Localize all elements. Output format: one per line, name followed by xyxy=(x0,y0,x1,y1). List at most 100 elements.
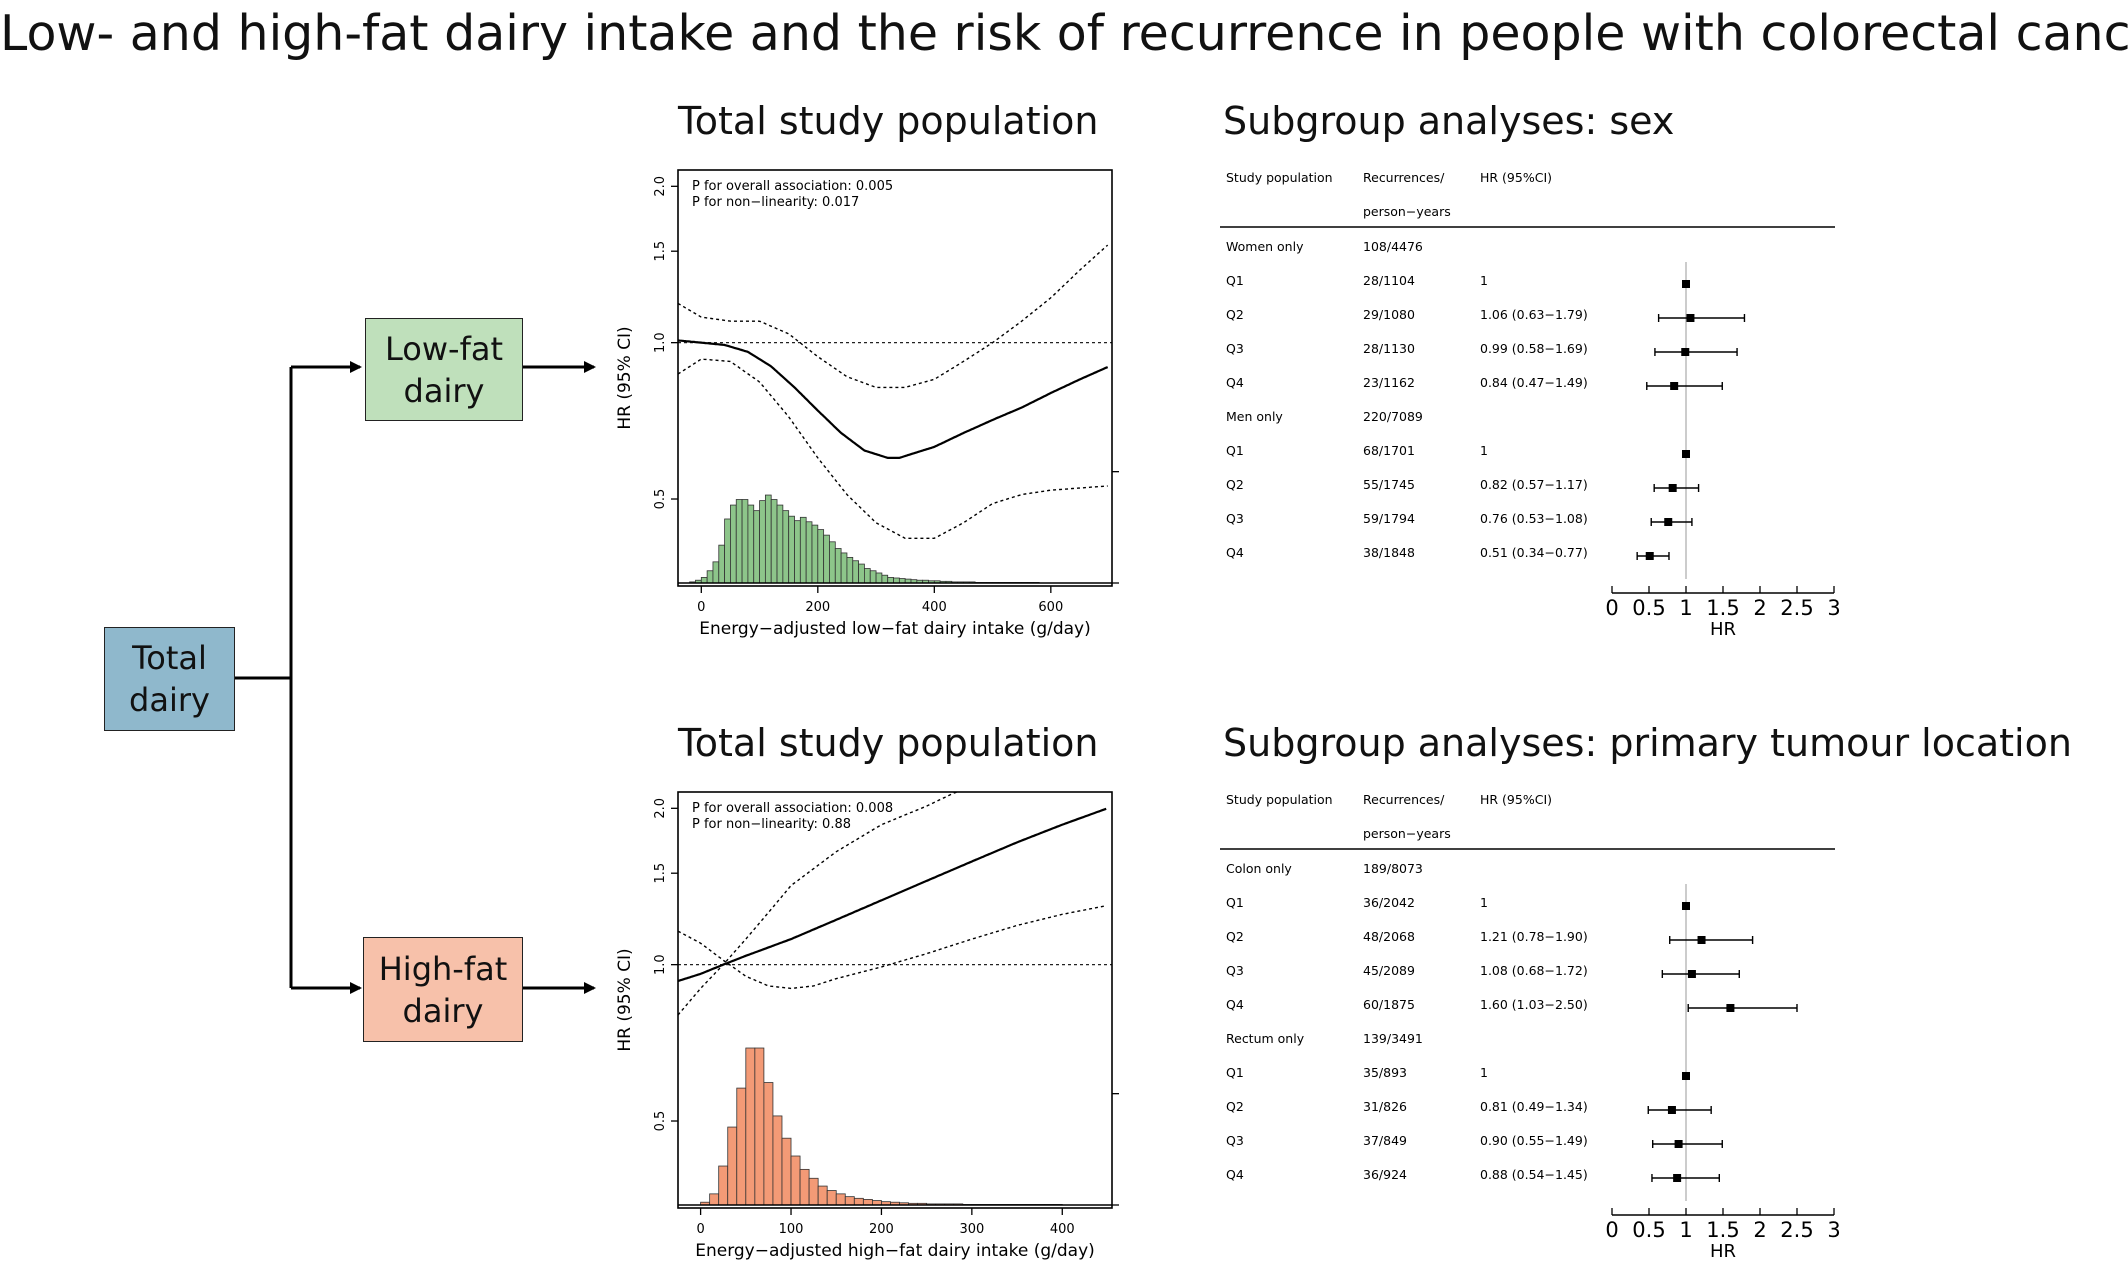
low-fat-histogram-bar xyxy=(759,500,766,584)
sex-row-label: Women only xyxy=(1226,239,1304,254)
low-fat-ytick-label: 1.0 xyxy=(653,332,668,353)
location-xtick-label: 2 xyxy=(1753,1218,1766,1242)
high-fat-histogram-bar xyxy=(808,1177,819,1206)
high-fat-xtick-label: 0 xyxy=(696,1222,704,1237)
low-fat-histogram-bar xyxy=(794,520,801,584)
low-fat-histogram-bar xyxy=(799,516,807,584)
high-fat-histogram-bar xyxy=(799,1168,810,1206)
location-row-label: Rectum only xyxy=(1226,1031,1305,1046)
location-point-estimate xyxy=(1682,1072,1690,1080)
sex-header-hr: HR (95%CI) xyxy=(1480,170,1552,185)
location-row-count: 35/893 xyxy=(1363,1065,1407,1080)
high-fat-histogram-bar xyxy=(709,1193,720,1206)
sex-xtick-label: 3 xyxy=(1827,596,1840,620)
location-point-estimate xyxy=(1697,936,1706,944)
sex-row-label: Q3 xyxy=(1226,341,1244,356)
location-row-label: Q2 xyxy=(1226,929,1244,944)
high-fat-histogram-bar xyxy=(817,1185,828,1206)
low-fat-panel-title: Total study population xyxy=(678,99,1099,143)
sex-header-recurrences: Recurrences/ xyxy=(1363,170,1445,185)
low-fat-lower-ci-line xyxy=(678,358,1108,539)
sex-row-count: 68/1701 xyxy=(1363,443,1415,458)
high-fat-annotation-line: P for overall association: 0.008 xyxy=(692,801,893,816)
location-point-estimate xyxy=(1687,970,1696,978)
low-fat-histogram-bar xyxy=(887,577,894,584)
low-fat-histogram-bar xyxy=(730,504,737,584)
location-row-label: Q4 xyxy=(1226,1167,1244,1182)
low-fat-xtick-label: 400 xyxy=(922,600,947,615)
low-fat-ylabel: HR (95% CI) xyxy=(615,326,635,429)
total-dairy-box: Total dairy xyxy=(104,627,235,731)
sex-row-hr-text: 1.06 (0.63−1.79) xyxy=(1480,307,1588,322)
low-fat-histogram-bar xyxy=(788,515,795,584)
location-row-count: 37/849 xyxy=(1363,1133,1407,1148)
high-fat-histogram-bar xyxy=(862,1199,873,1206)
sex-point-estimate xyxy=(1645,552,1654,560)
location-row-label: Colon only xyxy=(1226,861,1292,876)
total-dairy-label-line1: Total xyxy=(132,639,207,677)
high-fat-upper-ci-line xyxy=(678,792,960,1016)
sex-point-estimate xyxy=(1686,314,1695,322)
location-row-label: Q3 xyxy=(1226,963,1244,978)
sex-xlabel: HR xyxy=(1710,619,1736,640)
location-point-estimate xyxy=(1674,1140,1683,1148)
location-row-count: 48/2068 xyxy=(1363,929,1415,944)
location-xtick-label: 1.5 xyxy=(1706,1218,1739,1242)
low-fat-annotation-line: P for non−linearity: 0.017 xyxy=(692,195,859,210)
low-fat-histogram-bar xyxy=(747,504,755,584)
low-fat-xlabel: Energy−adjusted low−fat dairy intake (g/… xyxy=(699,619,1091,639)
sex-row-hr-text: 1 xyxy=(1480,273,1488,288)
high-fat-ytick-label: 2.0 xyxy=(653,798,668,819)
low-fat-histogram-bar xyxy=(741,499,749,584)
flow-connectors xyxy=(233,361,596,994)
sex-row-label: Men only xyxy=(1226,409,1283,424)
low-fat-histogram-bar xyxy=(864,568,871,584)
sex-row-count: 23/1162 xyxy=(1363,375,1415,390)
sex-point-estimate xyxy=(1682,280,1690,288)
sex-row-hr-text: 0.99 (0.58−1.69) xyxy=(1480,341,1588,356)
location-row-label: Q1 xyxy=(1226,1065,1244,1080)
sex-row-label: Q4 xyxy=(1226,375,1244,390)
low-fat-histogram-bar xyxy=(829,541,836,584)
high-fat-histogram-bar xyxy=(772,1115,783,1206)
high-fat-ylabel: HR (95% CI) xyxy=(615,948,635,1051)
location-forest-plot: Study population Recurrences/person−years… xyxy=(1220,792,1841,1262)
location-header-hr: HR (95%CI) xyxy=(1480,792,1552,807)
sex-xtick-label: 0.5 xyxy=(1632,596,1665,620)
high-fat-panel-title: Total study population xyxy=(678,721,1099,765)
high-fat-histogram-bar xyxy=(736,1087,747,1206)
low-fat-histogram-bar xyxy=(893,577,900,584)
high-fat-ytick-label: 1.5 xyxy=(653,863,668,884)
location-row-count: 36/924 xyxy=(1363,1167,1407,1182)
low-fat-dose-response-chart: 0.51.01.52.0HR (95% CI)02000200400600Ene… xyxy=(615,169,1119,639)
low-fat-histogram-bar xyxy=(869,570,877,584)
high-fat-histogram-bar xyxy=(754,1047,765,1206)
high-fat-histogram-bar xyxy=(781,1137,792,1206)
low-fat-plot-frame xyxy=(677,169,1113,587)
sex-point-estimate xyxy=(1668,484,1677,492)
sex-row-label: Q2 xyxy=(1226,477,1244,492)
high-fat-dairy-box: High-fat dairy xyxy=(363,937,523,1042)
low-fat-dairy-label-line2: dairy xyxy=(403,371,485,410)
location-row-hr-text: 0.90 (0.55−1.49) xyxy=(1480,1133,1588,1148)
sex-point-estimate xyxy=(1664,518,1673,526)
sex-row-hr-text: 0.82 (0.57−1.17) xyxy=(1480,477,1588,492)
low-fat-ytick-label: 0.5 xyxy=(653,489,668,510)
sex-xtick-label: 2.5 xyxy=(1780,596,1813,620)
sex-row-hr-text: 1 xyxy=(1480,443,1488,458)
location-row-hr-text: 1 xyxy=(1480,1065,1488,1080)
location-row-hr-text: 1.08 (0.68−1.72) xyxy=(1480,963,1588,978)
low-fat-histogram-bar xyxy=(834,548,842,584)
figure-title: Low- and high-fat dairy intake and the r… xyxy=(0,5,2128,62)
low-fat-histogram-bar xyxy=(846,556,854,584)
sex-row-label: Q1 xyxy=(1226,443,1244,458)
high-fat-ytick-label: 1.0 xyxy=(653,954,668,975)
low-fat-histogram-bar xyxy=(776,504,784,584)
low-fat-upper-ci-line xyxy=(678,244,1109,389)
sex-row-label: Q4 xyxy=(1226,545,1244,560)
high-fat-xtick-label: 300 xyxy=(959,1222,984,1237)
sex-point-estimate xyxy=(1681,348,1690,356)
low-fat-histogram-bar xyxy=(805,521,813,584)
high-fat-histogram-bar xyxy=(844,1196,855,1206)
high-fat-histogram-bar xyxy=(718,1165,729,1206)
